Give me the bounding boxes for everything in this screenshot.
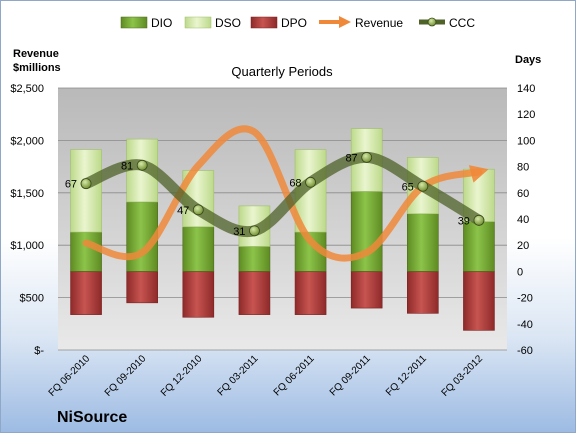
category-tick-label: FQ 09-2011 xyxy=(328,353,373,398)
category-tick-label: FQ 03-2012 xyxy=(440,353,486,399)
ccc-point xyxy=(417,180,429,192)
left-tick-label: $1,000 xyxy=(10,240,44,252)
left-axis-ticks: $- $500 $1,000 $1,500 $2,000 $2,500 xyxy=(10,83,44,357)
lines xyxy=(80,125,489,262)
bar-dio xyxy=(238,246,271,272)
right-tick-label: -60 xyxy=(517,345,533,357)
category-tick-label: FQ 09-2010 xyxy=(103,353,149,399)
legend-swatch-dio xyxy=(120,16,148,29)
ccc-data-label: 67 xyxy=(65,179,77,191)
category-tick-label: FQ 06-2010 xyxy=(47,353,93,399)
legend-swatch-dso xyxy=(184,16,212,29)
legend: DIO DSO DPO Revenue CCC xyxy=(120,16,475,30)
left-tick-label: $1,500 xyxy=(10,188,44,200)
bar-dio xyxy=(182,226,215,272)
bars xyxy=(70,128,495,331)
legend-label-revenue: Revenue xyxy=(355,16,403,30)
category-tick-label: FQ 06-2011 xyxy=(272,353,317,398)
legend-label-dio: DIO xyxy=(151,16,172,30)
ccc-data-label: 65 xyxy=(402,181,414,193)
bar-dpo xyxy=(70,271,102,315)
left-tick-label: $2,000 xyxy=(10,135,44,147)
legend-label-ccc: CCC xyxy=(449,16,475,30)
ccc-point xyxy=(361,152,373,163)
legend-swatch-revenue xyxy=(319,16,351,28)
plot-area xyxy=(58,88,507,350)
legend-label-dso: DSO xyxy=(215,16,241,30)
bar-dpo xyxy=(238,271,271,315)
category-tick-label: FQ 12-2011 xyxy=(384,353,429,398)
ccc-data-label: 31 xyxy=(233,226,245,238)
ccc-data-label: 47 xyxy=(177,205,189,217)
left-tick-label: $- xyxy=(34,345,44,357)
revenue-arrowhead xyxy=(468,165,489,183)
right-tick-label: 100 xyxy=(517,135,535,147)
right-tick-label: 40 xyxy=(517,214,529,226)
legend-label-dpo: DPO xyxy=(281,16,307,30)
bar-dio xyxy=(70,231,102,272)
bar-dio xyxy=(463,221,495,272)
legend-swatch-dpo xyxy=(250,16,278,29)
data-labels: 67 81 47 31 68 87 65 39 xyxy=(65,152,470,237)
ccc-data-label: 39 xyxy=(458,215,470,227)
bar-dio xyxy=(407,213,439,272)
ccc-data-label: 81 xyxy=(121,160,133,172)
ccc-data-label: 68 xyxy=(289,177,301,189)
bar-dpo xyxy=(463,271,495,331)
ccc-point xyxy=(305,176,316,188)
company-name: NiSource xyxy=(57,409,127,426)
left-tick-label: $2,500 xyxy=(10,83,44,95)
right-tick-label: -40 xyxy=(517,319,533,331)
revenue-line xyxy=(82,125,483,262)
right-tick-label: 120 xyxy=(517,109,535,121)
bar-dpo xyxy=(126,271,158,304)
right-axis-ticks: -60 -40 -20 0 20 40 60 80 100 120 140 xyxy=(517,83,535,357)
category-tick-label: FQ 12-2010 xyxy=(159,353,205,399)
bar-dpo xyxy=(182,271,215,318)
ccc-data-label: 87 xyxy=(345,152,357,164)
bar-dso xyxy=(70,149,102,233)
bar-dpo xyxy=(407,271,439,314)
bar-dpo xyxy=(350,271,383,309)
right-tick-label: 60 xyxy=(517,188,529,200)
left-axis-label-line2: $millions xyxy=(13,62,61,74)
chart-title: Quarterly Periods xyxy=(231,64,333,79)
right-tick-label: 20 xyxy=(517,240,529,252)
right-tick-label: 80 xyxy=(517,162,529,174)
bar-dpo xyxy=(294,271,327,315)
legend-swatch-ccc xyxy=(419,17,445,27)
category-tick-label: FQ 03-2011 xyxy=(216,353,261,398)
right-axis-label: Days xyxy=(515,54,541,66)
ccc-point xyxy=(192,204,204,216)
ccc-point xyxy=(249,225,260,237)
right-tick-label: 140 xyxy=(517,83,535,95)
category-ticks: FQ 06-2010 FQ 09-2010 FQ 12-2010 FQ 03-2011… xyxy=(47,353,486,399)
ccc-point xyxy=(136,159,148,171)
right-tick-label: 0 xyxy=(517,266,523,278)
right-tick-label: -20 xyxy=(517,293,533,305)
left-axis-label-line1: Revenue xyxy=(13,48,59,60)
ccc-point xyxy=(80,178,92,190)
left-tick-label: $500 xyxy=(20,293,44,305)
ccc-point xyxy=(473,214,485,226)
